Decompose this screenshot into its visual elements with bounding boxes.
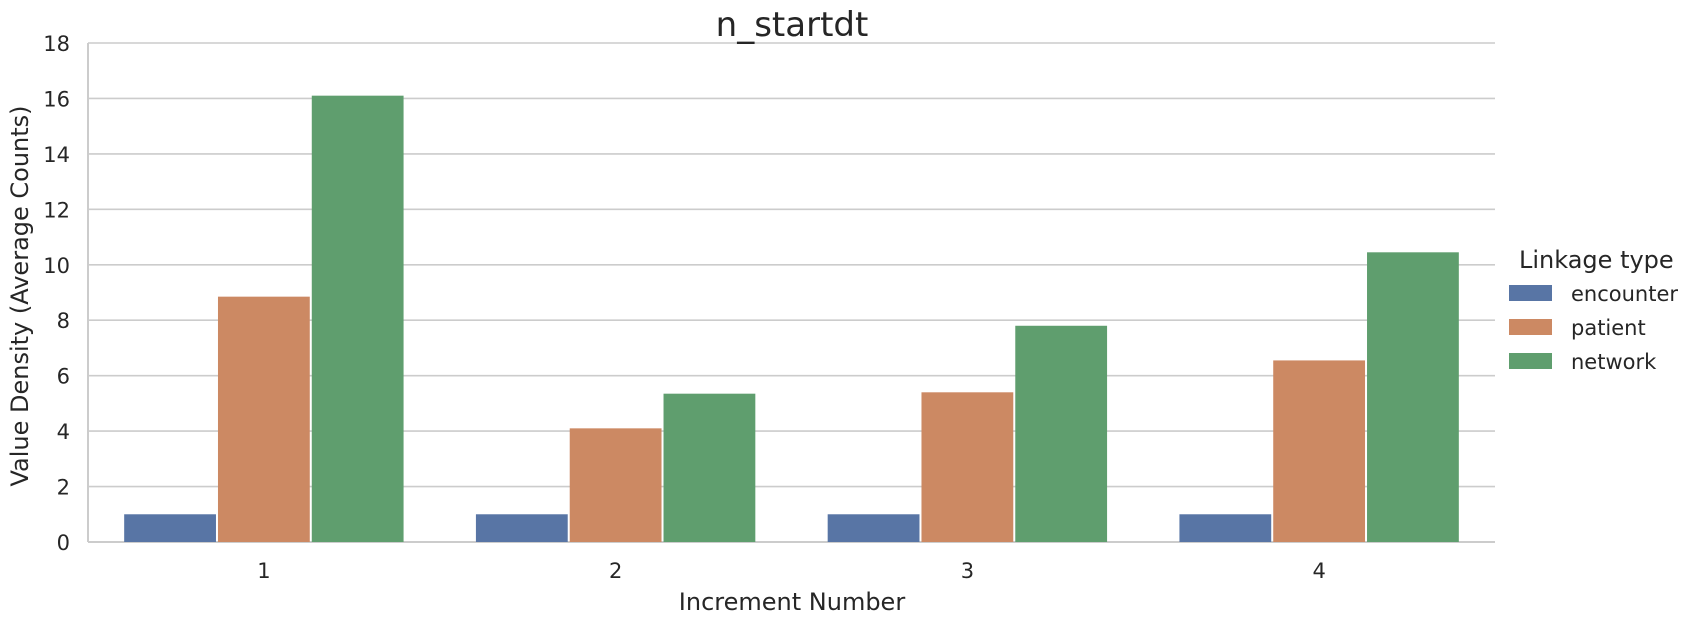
- legend-label-patient: patient: [1571, 316, 1646, 340]
- legend-swatch-network: [1509, 353, 1552, 369]
- bar-encounter-3: [827, 514, 920, 542]
- x-tick-label: 3: [961, 559, 974, 583]
- y-tick-label: 2: [57, 476, 70, 500]
- y-tick-label: 18: [43, 32, 70, 56]
- y-tick-label: 14: [43, 143, 70, 167]
- y-tick-label: 10: [43, 254, 70, 278]
- x-tick-label: 2: [609, 559, 622, 583]
- y-tick-label: 4: [57, 420, 70, 444]
- bars: [124, 95, 1459, 542]
- legend-label-encounter: encounter: [1571, 282, 1678, 306]
- bar-encounter-1: [124, 514, 216, 542]
- bar-encounter-2: [475, 514, 568, 542]
- bar-network-2: [663, 393, 756, 542]
- bar-patient-2: [569, 428, 662, 542]
- y-tick-label: 6: [57, 365, 70, 389]
- legend: Linkage type encounter patient network: [1509, 246, 1678, 374]
- y-tick-label: 8: [57, 309, 70, 333]
- legend-swatch-patient: [1509, 319, 1552, 335]
- chart-title: n_startdt: [716, 5, 869, 45]
- x-tick-label: 4: [1312, 559, 1325, 583]
- bar-patient-4: [1273, 360, 1366, 542]
- bar-network-1: [311, 95, 404, 542]
- legend-title: Linkage type: [1519, 246, 1674, 274]
- y-tick-label: 16: [43, 87, 70, 111]
- x-tick-labels: 1 2 3 4: [257, 559, 1326, 583]
- bar-network-3: [1015, 325, 1108, 542]
- x-axis-label: Increment Number: [679, 588, 906, 616]
- y-tick-label: 12: [43, 198, 70, 222]
- x-tick-label: 1: [257, 559, 270, 583]
- y-tick-labels: 0 2 4 6 8 10 12 14 16 18: [43, 32, 70, 555]
- legend-label-network: network: [1571, 350, 1657, 374]
- bar-patient-3: [921, 392, 1014, 542]
- y-axis-label: Value Density (Average Counts): [6, 105, 34, 486]
- y-tick-label: 0: [57, 531, 70, 555]
- bar-encounter-4: [1179, 514, 1272, 542]
- legend-swatch-encounter: [1509, 285, 1552, 301]
- bar-patient-1: [217, 296, 310, 542]
- bar-network-4: [1367, 252, 1459, 542]
